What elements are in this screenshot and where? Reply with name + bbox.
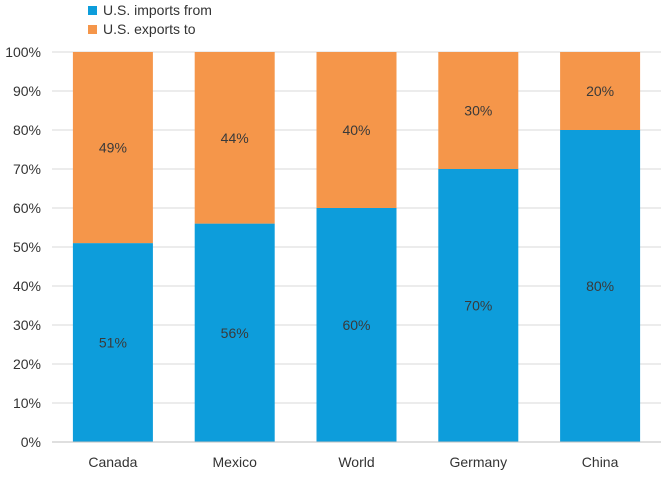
data-label: 40%	[342, 122, 370, 138]
x-tick-label: Mexico	[213, 454, 258, 470]
bar-segment	[438, 52, 519, 169]
x-tick-label: China	[582, 454, 619, 470]
bar-segment	[194, 52, 275, 224]
y-tick-label: 50%	[13, 239, 41, 255]
legend: U.S. imports from U.S. exports to	[88, 2, 212, 37]
x-tick-label: World	[338, 454, 374, 470]
bar-segment	[438, 169, 519, 442]
data-label: 56%	[221, 325, 249, 341]
legend-swatch-exports	[88, 25, 97, 34]
data-label: 80%	[586, 278, 614, 294]
bar-segment	[72, 52, 153, 244]
y-axis: 0% 10% 20% 30% 40% 50% 60% 70% 80% 90% 100%	[5, 44, 41, 450]
bar-segment	[316, 208, 397, 442]
data-label: 20%	[586, 83, 614, 99]
data-label: 60%	[342, 317, 370, 333]
y-tick-label: 10%	[13, 395, 41, 411]
data-label: 70%	[464, 298, 492, 314]
y-tick-label: 60%	[13, 200, 41, 216]
bar-segment	[560, 130, 641, 442]
legend-swatch-imports	[88, 6, 97, 15]
legend-label-exports: U.S. exports to	[103, 21, 196, 37]
bars: 51% 49% 56% 44% 60% 40% 70% 30% 80% 20%	[72, 52, 641, 442]
y-tick-label: 30%	[13, 317, 41, 333]
data-label: 30%	[464, 103, 492, 119]
y-tick-label: 0%	[21, 434, 41, 450]
bar-segment	[560, 52, 641, 130]
y-tick-label: 70%	[13, 161, 41, 177]
legend-label-imports: U.S. imports from	[103, 2, 212, 18]
data-label: 49%	[99, 140, 127, 156]
y-tick-label: 90%	[13, 83, 41, 99]
data-label: 51%	[99, 335, 127, 351]
bar-segment	[72, 243, 153, 442]
y-tick-label: 20%	[13, 356, 41, 372]
bar-segment	[316, 52, 397, 208]
x-tick-label: Germany	[450, 454, 508, 470]
bar-segment	[194, 223, 275, 442]
x-axis: Canada Mexico World Germany China	[52, 441, 661, 470]
data-label: 44%	[221, 130, 249, 146]
y-tick-label: 100%	[5, 44, 41, 60]
y-tick-label: 40%	[13, 278, 41, 294]
x-tick-label: Canada	[88, 454, 137, 470]
y-tick-label: 80%	[13, 122, 41, 138]
